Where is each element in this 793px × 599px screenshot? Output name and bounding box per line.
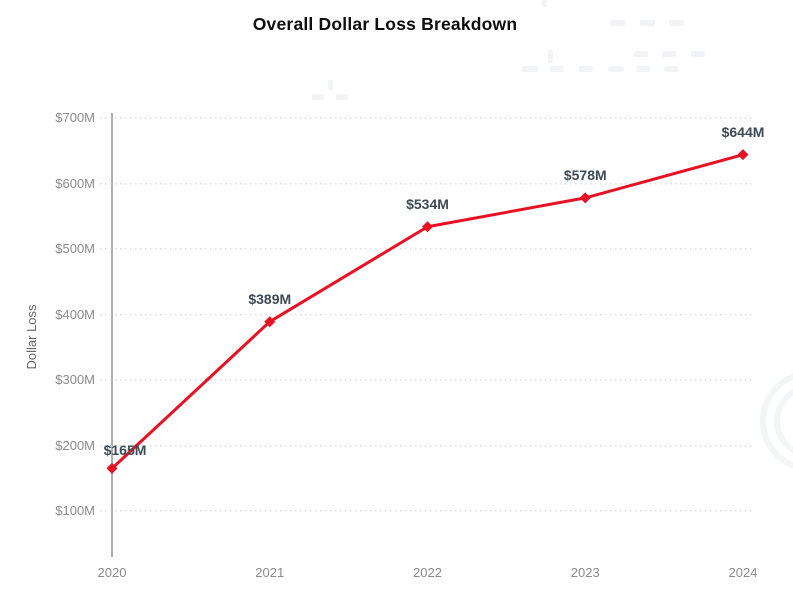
background-decoration <box>550 66 564 72</box>
background-decoration <box>691 51 705 57</box>
y-axis-tick-label: $500M <box>55 241 95 256</box>
gridline <box>100 182 755 185</box>
background-decoration <box>608 66 624 72</box>
background-decoration <box>669 20 684 26</box>
background-decoration <box>328 80 333 90</box>
data-label: $578M <box>563 166 607 183</box>
data-point-marker[interactable] <box>737 149 749 161</box>
background-decoration <box>542 0 547 7</box>
x-axis-tick-label: 2024 <box>728 565 758 580</box>
y-axis-tick-label: $300M <box>55 372 95 387</box>
data-point-marker[interactable] <box>106 462 118 474</box>
background-decoration <box>636 66 650 72</box>
background-decoration <box>336 94 348 100</box>
data-point-marker[interactable] <box>422 221 433 233</box>
background-decoration <box>548 50 553 63</box>
gridline <box>100 510 755 512</box>
data-label: $165M <box>103 442 147 459</box>
background-decoration <box>640 20 655 26</box>
x-axis-tick-label: 2022 <box>413 565 442 580</box>
data-label: $389M <box>248 290 292 307</box>
data-point-marker[interactable] <box>264 316 276 328</box>
gridline <box>100 248 755 250</box>
background-decoration <box>664 66 678 72</box>
gridline <box>100 379 755 381</box>
y-axis-tick-label: $200M <box>55 437 95 453</box>
gridline <box>100 444 755 447</box>
background-decoration <box>312 94 324 100</box>
gridline <box>100 313 755 316</box>
data-label: $534M <box>406 195 449 212</box>
background-decoration <box>610 20 625 26</box>
y-axis-tick-label: $100M <box>55 503 95 518</box>
data-point-marker[interactable] <box>579 192 591 204</box>
x-axis-tick-label: 2020 <box>97 565 127 580</box>
background-decoration <box>634 51 648 57</box>
background-decoration <box>522 66 538 72</box>
x-axis-tick-label: 2021 <box>255 565 285 580</box>
gridline <box>100 117 755 119</box>
chart-title: Overall Dollar Loss Breakdown <box>252 14 518 34</box>
y-axis-tick-label: $400M <box>55 306 95 322</box>
background-decoration <box>662 51 676 57</box>
y-axis-tick-label: $700M <box>55 110 95 125</box>
data-label: $644M <box>721 123 765 140</box>
x-axis-tick-label: 2023 <box>570 565 600 580</box>
y-axis-line <box>111 113 113 557</box>
y-axis-tick-label: $600M <box>55 175 95 191</box>
background-decoration <box>579 66 593 72</box>
